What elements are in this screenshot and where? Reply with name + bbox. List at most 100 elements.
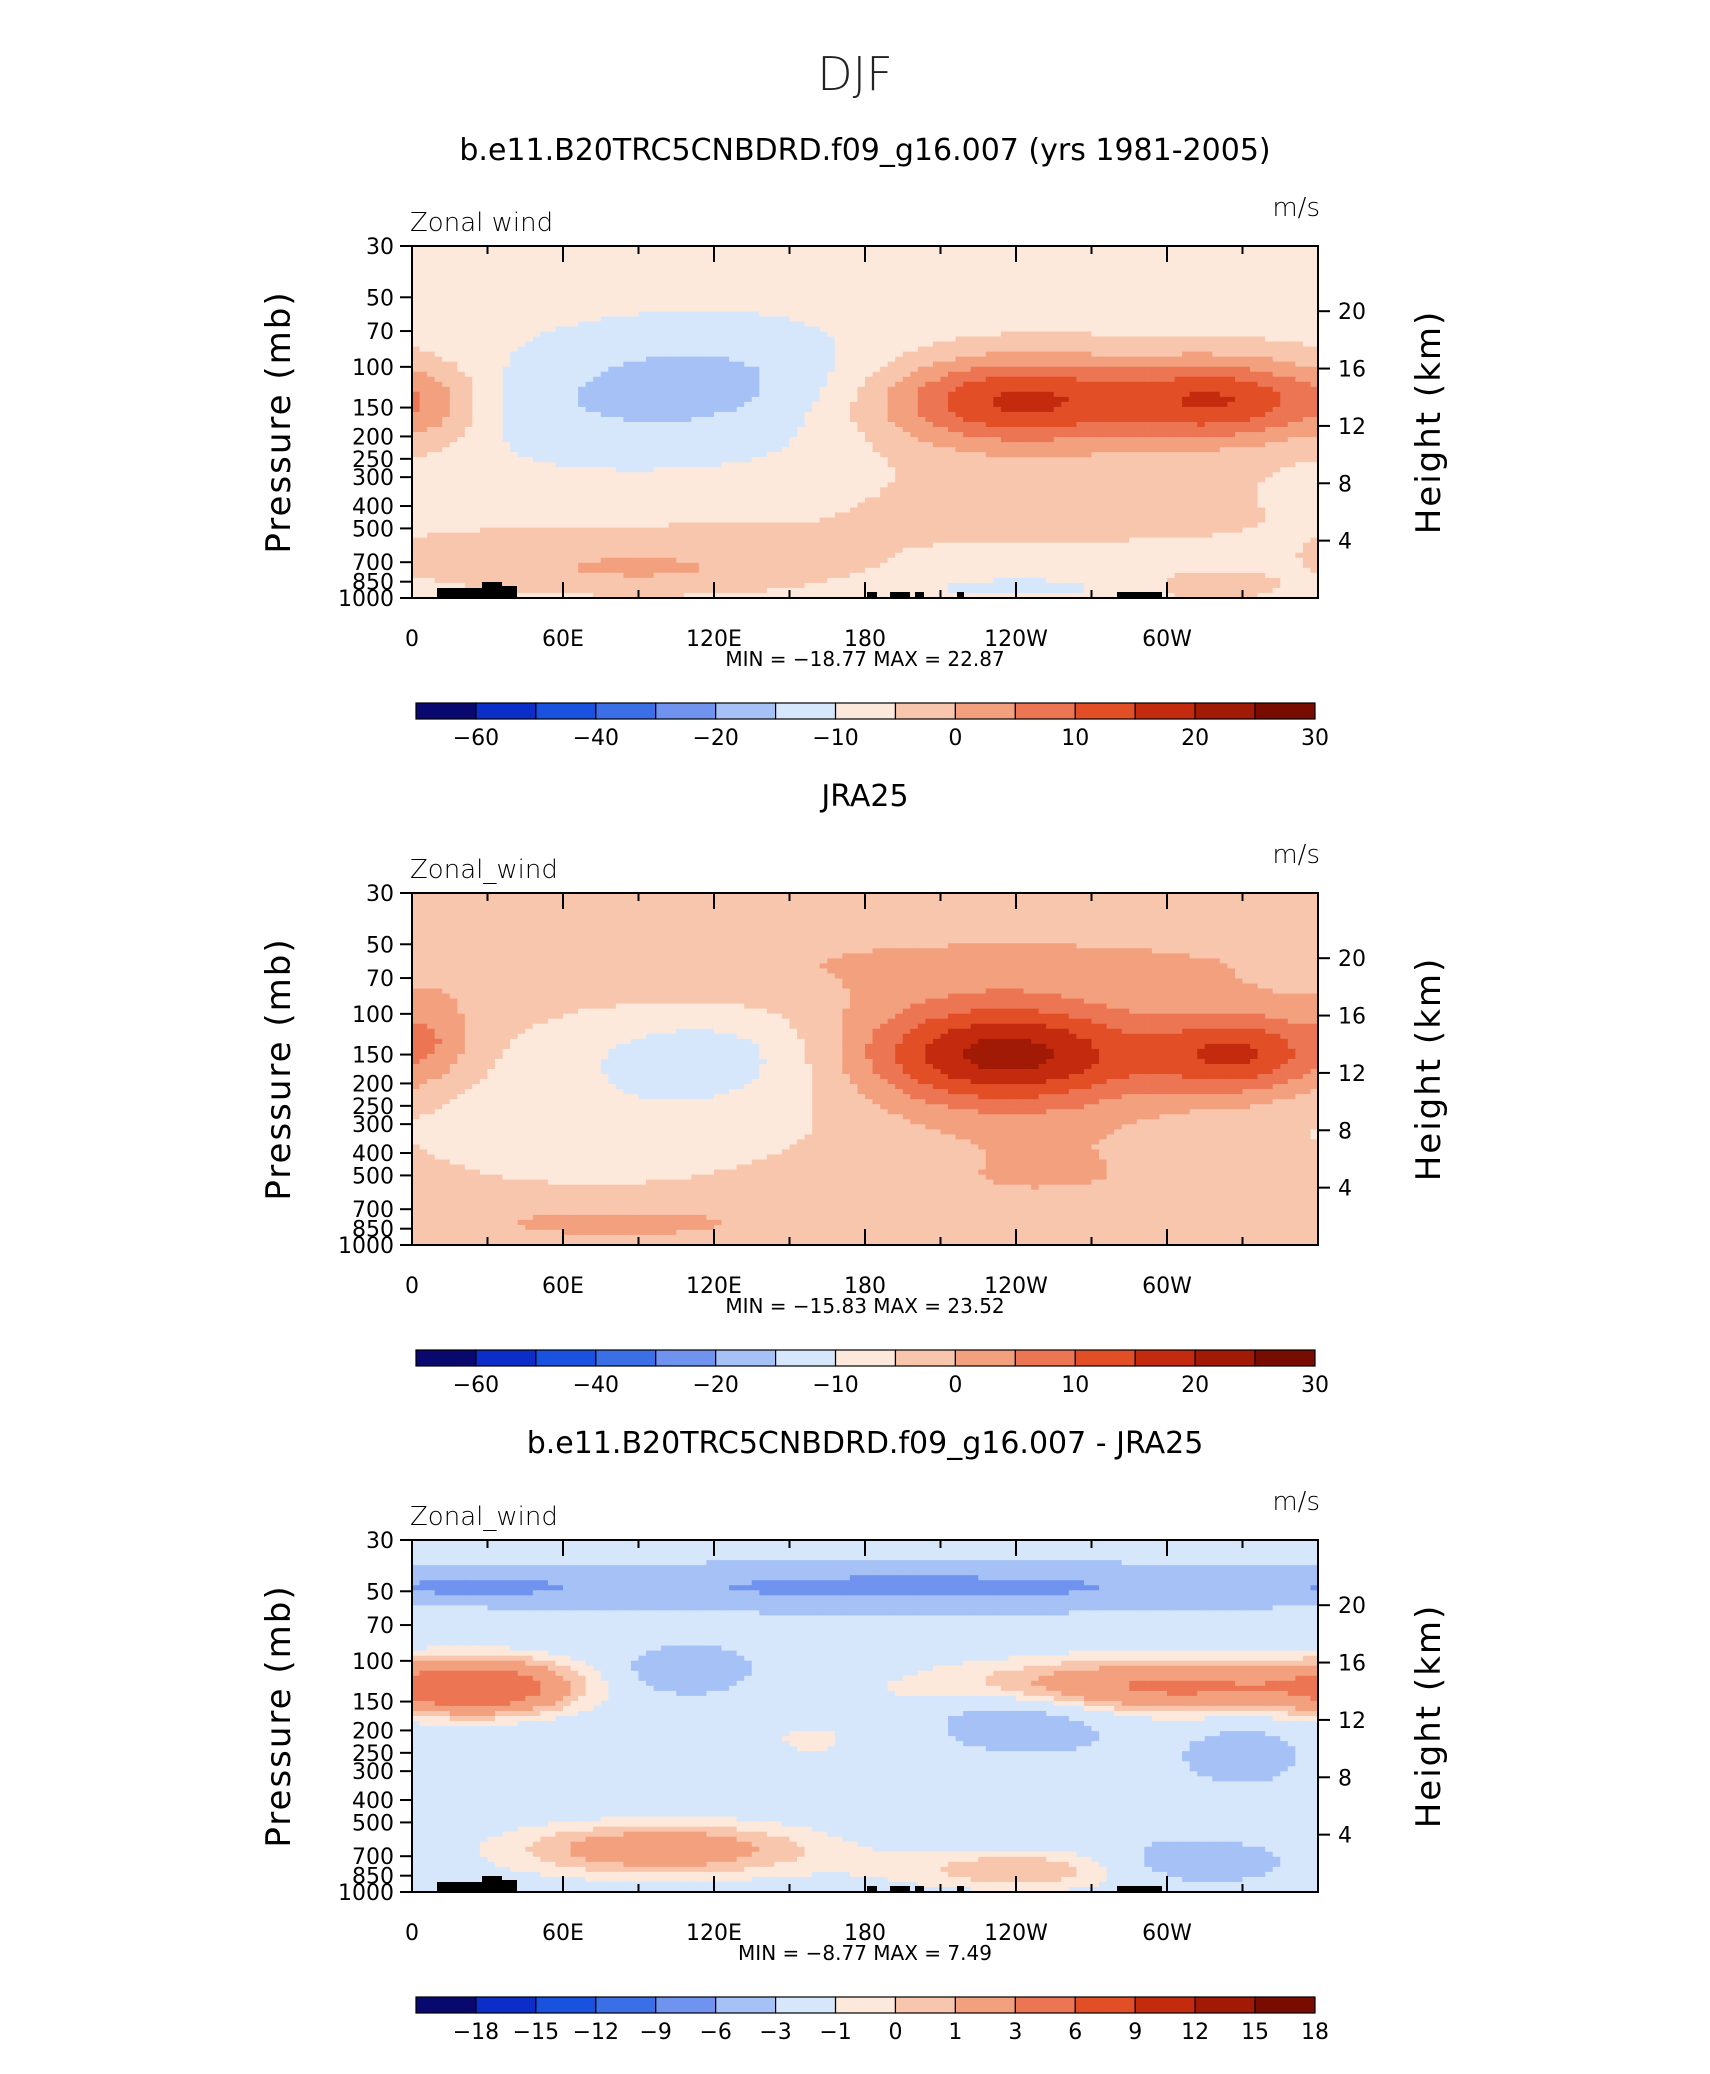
field-cell — [435, 326, 443, 332]
field-cell — [1092, 347, 1100, 353]
field-cell — [1046, 412, 1054, 418]
field-cell — [1227, 442, 1235, 448]
field-cell — [1235, 296, 1243, 302]
field-cell — [533, 266, 541, 272]
field-cell — [903, 311, 911, 317]
field-cell — [1159, 382, 1167, 388]
field-cell — [1008, 392, 1016, 398]
field-cell — [601, 447, 609, 453]
field-cell — [669, 392, 677, 398]
field-cell — [873, 306, 881, 312]
field-cell — [948, 442, 956, 448]
field-cell — [1069, 412, 1077, 418]
field-cell — [986, 326, 994, 332]
field-cell — [827, 367, 835, 373]
field-cell — [676, 301, 684, 307]
field-cell — [1258, 422, 1266, 428]
field-cell — [925, 357, 933, 363]
field-cell — [1099, 422, 1107, 428]
field-cell — [759, 326, 767, 332]
field-cell — [865, 337, 873, 343]
field-cell — [646, 331, 654, 337]
field-cell — [442, 271, 450, 277]
field-cell — [510, 306, 518, 312]
field-cell — [435, 321, 443, 327]
field-cell — [835, 296, 843, 302]
field-cell — [1099, 281, 1107, 287]
field-cell — [1167, 412, 1175, 418]
field-cell — [1235, 357, 1243, 363]
field-cell — [1046, 352, 1054, 358]
field-cell — [873, 377, 881, 383]
field-cell — [1092, 296, 1100, 302]
field-cell — [571, 347, 579, 353]
field-cell — [880, 281, 888, 287]
field-cell — [555, 286, 563, 292]
field-cell — [563, 256, 571, 262]
field-cell — [790, 342, 798, 348]
field-cell — [699, 321, 707, 327]
field-cell — [1295, 286, 1303, 292]
field-cell — [661, 271, 669, 277]
field-cell — [608, 266, 616, 272]
field-cell — [993, 311, 1001, 317]
field-cell — [691, 427, 699, 433]
field-cell — [963, 427, 971, 433]
field-cell — [1175, 291, 1183, 297]
field-cell — [601, 342, 609, 348]
field-cell — [842, 392, 850, 398]
field-cell — [895, 311, 903, 317]
field-cell — [1227, 362, 1235, 368]
field-cell — [631, 437, 639, 443]
field-cell — [790, 437, 798, 443]
field-cell — [767, 301, 775, 307]
field-cell — [971, 326, 979, 332]
field-cell — [978, 301, 986, 307]
field-cell — [435, 286, 443, 292]
field-cell — [986, 296, 994, 302]
field-cell — [465, 286, 473, 292]
field-cell — [548, 266, 556, 272]
field-cell — [767, 331, 775, 337]
field-cell — [1122, 266, 1130, 272]
field-cell — [1152, 432, 1160, 438]
field-cell — [1227, 296, 1235, 302]
field-cell — [865, 331, 873, 337]
field-cell — [706, 337, 714, 343]
field-cell — [1129, 357, 1137, 363]
field-cell — [442, 296, 450, 302]
field-cell — [767, 261, 775, 267]
field-cell — [956, 316, 964, 322]
field-cell — [1303, 352, 1311, 358]
field-cell — [465, 306, 473, 312]
field-cell — [918, 311, 926, 317]
field-cell — [420, 301, 428, 307]
field-cell — [1258, 407, 1266, 413]
field-cell — [435, 331, 443, 337]
field-cell — [465, 447, 473, 453]
field-cell — [465, 377, 473, 383]
field-cell — [661, 417, 669, 423]
field-cell — [1243, 352, 1251, 358]
field-cell — [601, 377, 609, 383]
field-cell — [518, 397, 526, 403]
field-cell — [1129, 437, 1137, 443]
field-cell — [593, 382, 601, 388]
field-cell — [956, 422, 964, 428]
field-cell — [1227, 387, 1235, 393]
field-cell — [1129, 316, 1137, 322]
field-cell — [616, 276, 624, 282]
field-cell — [442, 392, 450, 398]
field-cell — [925, 266, 933, 272]
field-cell — [661, 256, 669, 262]
field-cell — [827, 261, 835, 267]
field-cell — [1205, 367, 1213, 373]
field-cell — [925, 442, 933, 448]
field-cell — [646, 372, 654, 378]
field-cell — [525, 261, 533, 267]
field-cell — [865, 447, 873, 453]
field-cell — [963, 337, 971, 343]
field-cell — [850, 306, 858, 312]
field-cell — [722, 362, 730, 368]
field-cell — [873, 342, 881, 348]
